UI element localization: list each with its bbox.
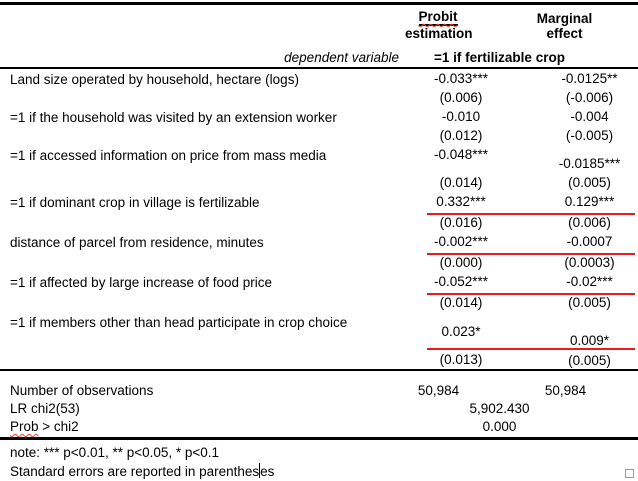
probit-se: (0.016) (439, 215, 483, 230)
spellcheck-squiggle: Prob (10, 419, 39, 434)
probit-coefficient: -0.010 (441, 109, 481, 124)
marginal-coefficient: 0.009* (569, 333, 610, 348)
probit-se: (0.000) (439, 255, 483, 270)
note-standard-errors: Standard errors are reported in parenthe… (10, 463, 275, 479)
marginal-coefficient: -0.004 (570, 109, 609, 124)
stats-top-rule (0, 369, 638, 371)
probit-coefficient: 0.332*** (436, 194, 486, 209)
marginal-se: (0.0003) (564, 255, 615, 270)
stat-value-span: 5,902.430 (469, 401, 530, 416)
results-table-body: Land size operated by household, hectare… (0, 69, 638, 368)
table-row: =1 if the household was visited by an ex… (0, 109, 638, 146)
model-stats-section: Number of observations 50,984 50,984 LR … (0, 373, 638, 437)
probit-coefficient: -0.052*** (433, 274, 489, 289)
spellcheck-squiggle: Probit (418, 9, 458, 24)
col-header-probit: Probit estimation (405, 9, 473, 41)
probit-se: (0.013) (439, 351, 483, 367)
probit-se: (0.012) (439, 128, 483, 143)
stat-value-span: 0.000 (482, 419, 517, 434)
table-notes: note: *** p<0.01, ** p<0.05, * p<0.1 Sta… (0, 440, 638, 481)
notes-top-rule (0, 437, 638, 440)
variable-label: =1 if accessed information on price from… (10, 148, 327, 163)
red-underline (427, 293, 635, 295)
table-row: distance of parcel from residence, minut… (0, 234, 638, 273)
stat-label: LR chi2(53) (10, 401, 80, 416)
probit-coefficient: -0.048*** (433, 147, 489, 162)
probit-coefficient: 0.023* (441, 323, 481, 339)
marginal-se: (0.005) (568, 175, 611, 190)
variable-label: =1 if members other than head participat… (10, 315, 348, 330)
text-cursor (259, 463, 261, 478)
dependent-variable-row: dependent variable =1 if fertilizable cr… (0, 43, 638, 67)
table-top-rule (0, 2, 638, 5)
red-underline (427, 213, 635, 215)
stat-value-marginal: 50,984 (544, 383, 587, 398)
probit-se: (0.014) (439, 295, 483, 310)
note-significance: note: *** p<0.01, ** p<0.05, * p<0.1 (10, 445, 220, 460)
red-underline (427, 348, 635, 350)
probit-se: (0.014) (439, 175, 483, 190)
table-row: =1 if dominant crop in village is fertil… (0, 194, 638, 233)
marginal-se: (-0.006) (565, 90, 614, 105)
table-header-row: Probit estimation Marginal effect (0, 5, 638, 43)
table-row: Land size operated by household, hectare… (0, 71, 638, 108)
dependent-variable-label: dependent variable (284, 50, 399, 65)
marginal-se: (-0.005) (565, 128, 614, 143)
marginal-coefficient: -0.0007 (566, 234, 613, 249)
variable-label: distance of parcel from residence, minut… (10, 235, 264, 250)
probit-underline: Probit (418, 9, 458, 26)
stat-value-probit: 50,984 (417, 383, 460, 398)
marginal-coefficient: -0.02*** (566, 274, 613, 289)
variable-label: =1 if dominant crop in village is fertil… (10, 195, 260, 210)
variable-label: Land size operated by household, hectare… (10, 72, 299, 87)
marginal-se: (0.006) (568, 215, 611, 230)
table-row: =1 if accessed information on price from… (0, 147, 638, 193)
resize-handle[interactable] (625, 469, 634, 478)
stat-label: Prob > chi2 (10, 419, 79, 434)
red-underline (427, 253, 635, 255)
marginal-coefficient: -0.0125** (561, 71, 618, 86)
marginal-coefficient: 0.129*** (564, 194, 615, 209)
table-row: =1 if affected by large increase of food… (0, 274, 638, 313)
variable-label: =1 if the household was visited by an ex… (10, 110, 337, 125)
marginal-coefficient: -0.0185*** (558, 156, 621, 171)
stats-row-prob-chi2: Prob > chi2 0.000 (0, 419, 638, 437)
variable-label: =1 if affected by large increase of food… (10, 275, 273, 290)
col-header-marginal-effect: Marginal effect (536, 10, 593, 41)
header-bottom-rule (0, 67, 638, 69)
probit-coefficient: -0.002*** (433, 234, 489, 249)
dependent-variable-value: =1 if fertilizable crop (434, 50, 565, 65)
table-row: =1 if members other than head participat… (0, 314, 638, 368)
probit-se: (0.006) (439, 90, 483, 105)
marginal-se: (0.005) (568, 295, 611, 310)
probit-coefficient: -0.033*** (433, 71, 489, 86)
stats-row-observations: Number of observations 50,984 50,984 (0, 383, 638, 401)
stats-row-lr-chi2: LR chi2(53) 5,902.430 (0, 401, 638, 419)
marginal-se: (0.005) (568, 353, 611, 368)
stat-label: Number of observations (10, 383, 154, 398)
